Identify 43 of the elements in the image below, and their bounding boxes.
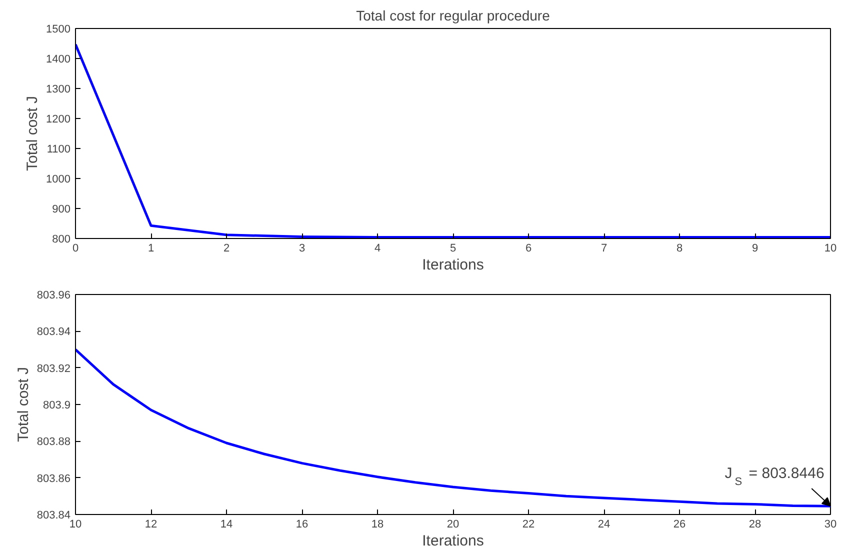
x-tick-label: 5 (450, 242, 456, 254)
x-tick-label: 24 (598, 518, 610, 530)
x-tick-label: 30 (824, 518, 837, 530)
y-axis-title: Total cost J (14, 366, 32, 442)
y-tick-label: 803.9 (42, 400, 71, 412)
x-tick-label: 18 (371, 518, 384, 530)
x-tick-label: 14 (220, 518, 233, 530)
x-tick-label: 28 (748, 518, 762, 530)
x-tick-label: 2 (223, 242, 230, 254)
y-tick-label: 1400 (46, 54, 71, 66)
y-tick-label: 1200 (46, 114, 71, 126)
x-tick-label: 26 (673, 518, 686, 530)
x-tick-label: 16 (296, 518, 308, 530)
x-tick-label: 7 (600, 242, 608, 254)
x-tick-label: 22 (522, 518, 535, 530)
y-tick-label: 803.84 (36, 510, 71, 522)
y-tick-label: 1000 (46, 174, 71, 186)
y-tick-label: 800 (52, 234, 71, 246)
y-tick-label: 1300 (46, 84, 71, 96)
x-tick-label: 1 (148, 242, 154, 254)
x-tick-label: 20 (446, 518, 460, 530)
y-tick-label: 803.88 (36, 436, 71, 448)
line-series (76, 348, 830, 508)
x-axis-title: Iterations (422, 532, 484, 550)
x-tick-label: 6 (525, 242, 532, 254)
x-tick-label: 10 (69, 518, 82, 530)
y-tick-label: 803.94 (36, 326, 71, 338)
x-tick-label: 3 (298, 242, 306, 254)
x-axis-title: Iterations (422, 256, 484, 274)
x-tick-label: 12 (144, 518, 158, 530)
x-tick-label: 8 (676, 242, 683, 254)
x-tick-label: 10 (824, 242, 837, 254)
x-tick-label: 9 (752, 242, 758, 254)
y-tick-label: 900 (52, 204, 71, 216)
y-tick-label: 1500 (46, 24, 71, 36)
x-tick-label: 4 (374, 242, 381, 254)
y-tick-label: 803.96 (36, 290, 71, 302)
x-tick-label: 0 (72, 242, 79, 254)
y-tick-label: 1100 (46, 144, 70, 156)
y-tick-label: 803.86 (36, 472, 71, 485)
chart-title: Total cost for regular procedure (356, 8, 550, 24)
y-tick-label: 803.92 (36, 362, 71, 375)
y-axis-title: Total cost J (24, 96, 42, 172)
